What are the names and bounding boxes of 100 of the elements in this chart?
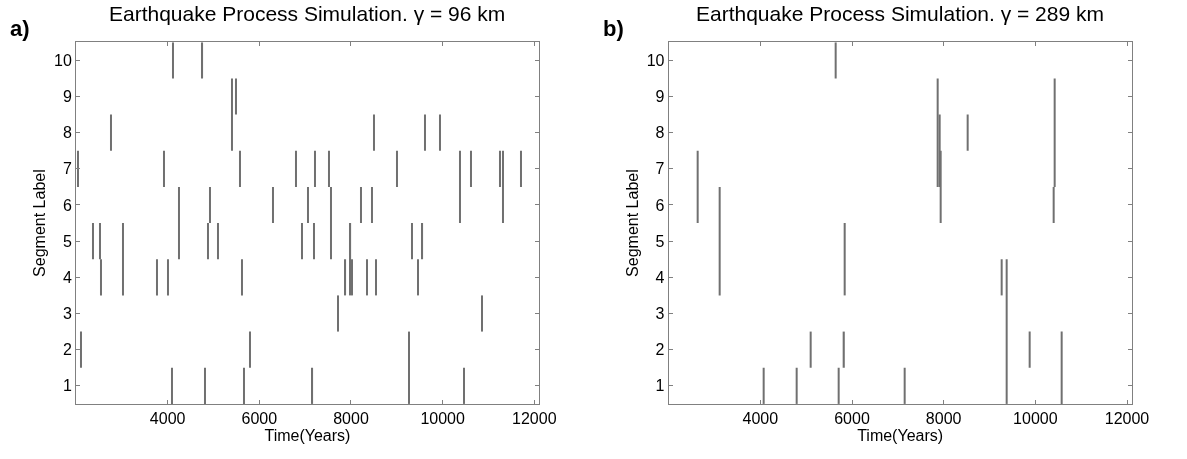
- y-tick-label: 8: [62, 124, 72, 142]
- bar: [313, 150, 316, 187]
- bar: [416, 259, 419, 296]
- bar: [294, 150, 297, 187]
- bar: [696, 150, 699, 224]
- bar: [121, 223, 124, 296]
- y-tick-label: 2: [655, 341, 665, 359]
- bar: [234, 78, 237, 115]
- text: b): [603, 16, 624, 41]
- text: a): [10, 16, 30, 41]
- bar: [109, 114, 112, 151]
- y-tick-label: 9: [655, 88, 665, 106]
- bar: [1000, 259, 1003, 296]
- x-tick-label: 12000: [512, 410, 557, 428]
- bar: [162, 150, 165, 187]
- y-tick-label: 4: [62, 268, 72, 286]
- bar: [407, 331, 410, 404]
- bar: [809, 331, 812, 368]
- y-tick-label: 1: [655, 377, 665, 395]
- bar: [458, 150, 461, 224]
- bar: [795, 367, 798, 404]
- y-tick-label: 7: [655, 160, 665, 178]
- y-tick-label: 6: [655, 196, 665, 214]
- bar: [79, 331, 82, 368]
- bar: [343, 259, 347, 296]
- bar: [370, 186, 373, 224]
- x-tick-label: 6000: [834, 410, 870, 428]
- chart-title: Earthquake Process Simulation. γ = 96 km: [109, 2, 506, 25]
- bar: [365, 259, 368, 296]
- bar: [200, 42, 204, 79]
- bar: [438, 114, 441, 151]
- bar: [170, 367, 173, 404]
- bar: [1005, 259, 1008, 404]
- y-tick-label: 9: [62, 88, 72, 106]
- bar: [300, 223, 303, 260]
- bar: [242, 367, 245, 404]
- bar: [171, 42, 174, 79]
- bar: [271, 186, 274, 224]
- bar: [395, 150, 398, 187]
- bar: [216, 223, 219, 260]
- bar: [155, 259, 158, 296]
- bar: [718, 186, 721, 296]
- bar: [310, 367, 314, 404]
- bar: [374, 259, 377, 296]
- bar: [166, 259, 169, 296]
- bar: [462, 367, 465, 404]
- bar: [423, 114, 426, 151]
- x-tick-label: 10000: [420, 410, 465, 428]
- bar: [837, 367, 840, 404]
- bar: [306, 186, 309, 224]
- bar: [240, 259, 243, 296]
- chart-title: Earthquake Process Simulation. γ = 289 km: [696, 2, 1104, 25]
- bar: [336, 295, 339, 332]
- y-axis-title: Segment Label: [30, 169, 48, 277]
- bar: [312, 223, 315, 260]
- bar: [329, 186, 332, 260]
- bar: [519, 150, 522, 187]
- y-tick-label: 5: [62, 232, 72, 250]
- bar: [348, 223, 352, 296]
- y-tick-label: 2: [62, 341, 72, 359]
- y-tick-label: 3: [655, 305, 665, 323]
- x-tick-label: 12000: [1104, 410, 1150, 428]
- bar: [501, 150, 504, 224]
- bar: [834, 42, 837, 79]
- bar: [359, 186, 362, 224]
- y-tick-label: 7: [62, 160, 72, 178]
- bar: [420, 223, 424, 260]
- bar: [177, 186, 180, 260]
- y-tick-label: 10: [646, 51, 665, 69]
- bar: [1060, 331, 1063, 404]
- bar: [91, 223, 94, 260]
- y-tick-label: 1: [62, 377, 72, 395]
- x-tick-label: 8000: [333, 410, 369, 428]
- y-axis-title: Segment Label: [623, 169, 641, 277]
- bar: [248, 331, 251, 368]
- bar: [410, 223, 413, 260]
- y-tick-label: 5: [655, 232, 665, 250]
- y-tick-label: 6: [62, 196, 72, 214]
- bar: [372, 114, 375, 151]
- x-axis-title: Time(Years): [264, 427, 351, 445]
- bar: [238, 150, 241, 187]
- x-tick-label: 8000: [925, 410, 962, 428]
- y-tick-label: 10: [53, 51, 72, 69]
- x-axis-title: Time(Years): [857, 427, 944, 445]
- x-tick-label: 4000: [149, 410, 186, 428]
- bar: [762, 367, 765, 404]
- bar: [842, 331, 845, 368]
- bar: [76, 150, 79, 187]
- bar: [480, 295, 483, 332]
- x-tick-label: 10000: [1013, 410, 1058, 428]
- bar: [206, 223, 209, 260]
- bar: [843, 223, 846, 296]
- y-tick-label: 4: [655, 268, 665, 286]
- x-tick-label: 6000: [241, 410, 278, 428]
- y-tick-label: 8: [655, 124, 665, 142]
- bar: [966, 114, 969, 151]
- bar: [230, 78, 233, 151]
- bar: [1028, 331, 1031, 368]
- bar: [203, 367, 206, 404]
- x-tick-label: 4000: [742, 410, 779, 428]
